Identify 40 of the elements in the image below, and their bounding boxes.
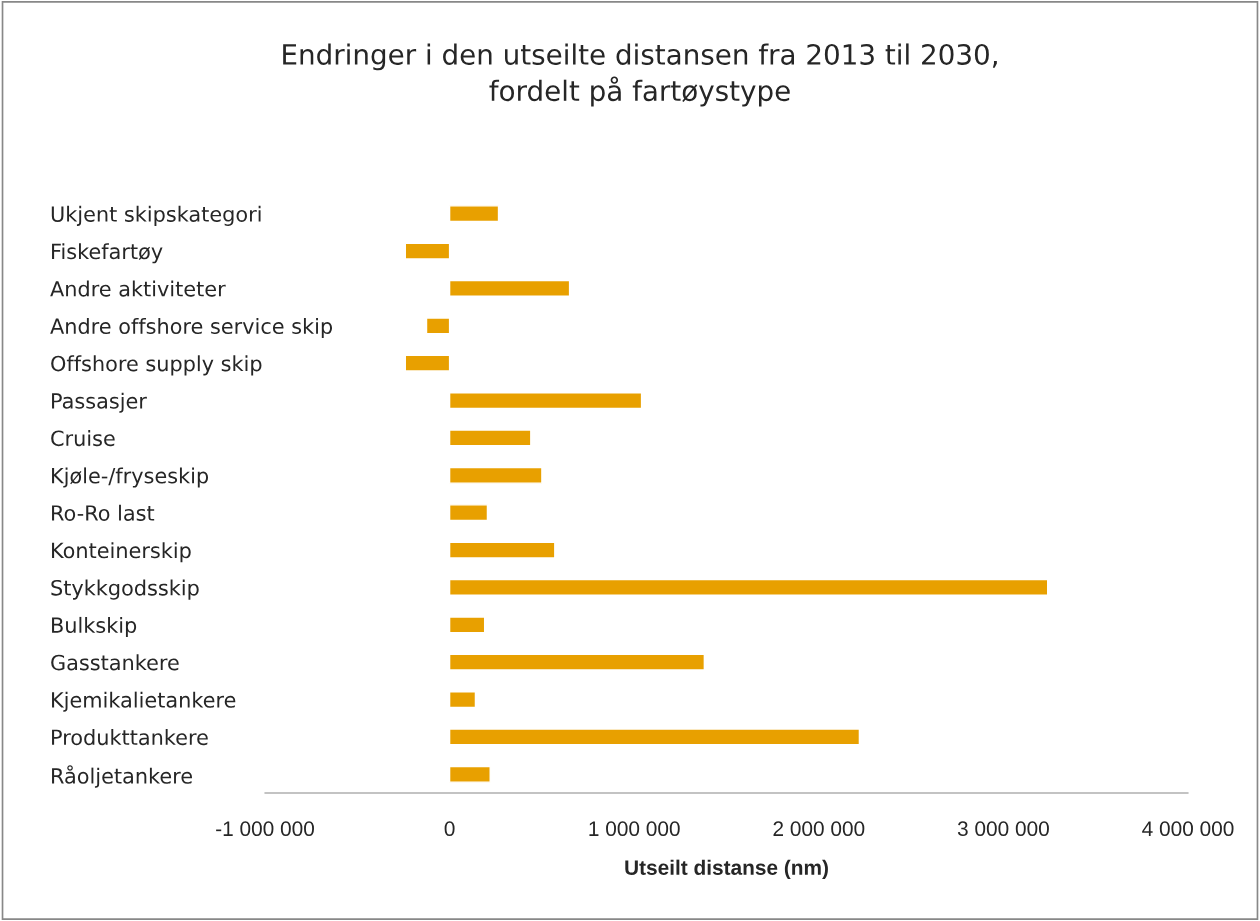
bar <box>448 429 532 447</box>
bar <box>448 578 1049 596</box>
bar <box>448 728 861 746</box>
bar <box>448 653 706 671</box>
bar <box>425 317 451 335</box>
y-tick-label: Offshore supply skip <box>51 355 262 376</box>
bar <box>448 765 491 783</box>
y-tick-label: Ro-Ro last <box>52 504 155 521</box>
y-tick-label: Produkttankere <box>52 729 208 746</box>
y-tick-label: Andre offshore service skip <box>50 317 333 339</box>
x-tick-label: 4 000 000 <box>1142 821 1234 837</box>
x-tick-label: 0 <box>444 821 455 837</box>
x-tick-label: 1 000 000 <box>589 821 680 837</box>
y-tick-label: Gasstankere <box>51 654 179 671</box>
bar <box>448 392 643 410</box>
y-tick-label: Kjøle-/fryseskip <box>52 467 209 488</box>
bar <box>448 691 477 709</box>
y-tick-label: Stykkgodsskip <box>51 579 199 600</box>
bar <box>448 279 571 297</box>
x-tick-label: 3 000 000 <box>957 821 1049 837</box>
bar <box>448 466 543 484</box>
bar <box>448 616 486 634</box>
x-axis-title: Utseilt distanse (nm) <box>625 859 828 880</box>
bar <box>404 354 451 372</box>
bar <box>448 541 556 559</box>
bar <box>404 242 451 260</box>
x-tick-label: -1 000 000 <box>216 821 314 837</box>
y-tick-label: Fiskefartøy <box>52 243 163 264</box>
bar <box>448 205 500 223</box>
y-tick-label: Passasjer <box>52 392 147 413</box>
y-tick-label: Bulkskip <box>52 616 137 638</box>
y-tick-label: Kjemikalietankere <box>52 691 236 712</box>
chart-title: Endringer i den utseilte distansen fra 2013 til 2030, fordelt på fartøystype <box>283 43 997 107</box>
bar <box>448 504 489 522</box>
y-tick-label: Råoljetankere <box>52 765 192 788</box>
y-tick-label: Andre aktiviteter <box>50 280 226 297</box>
y-tick-label: Ukjent skipskategori <box>51 205 261 226</box>
y-tick-label: Cruise <box>51 430 115 447</box>
y-tick-label: Konteinerskip <box>52 542 191 563</box>
x-tick-label: 2 000 000 <box>773 821 865 837</box>
